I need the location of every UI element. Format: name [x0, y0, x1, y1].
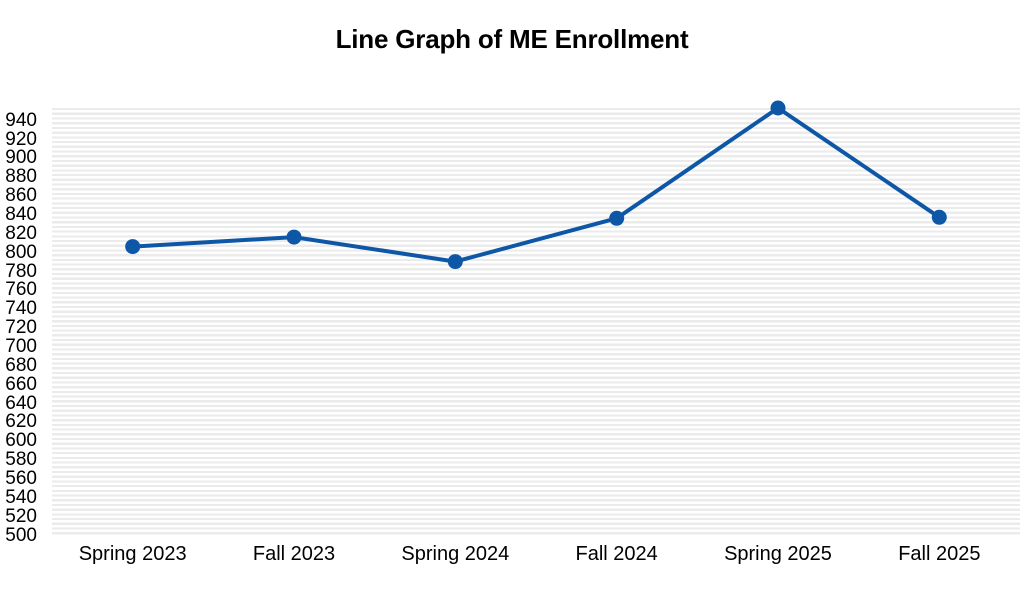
y-tick-label: 800: [5, 241, 37, 263]
y-tick-label: 860: [5, 185, 37, 207]
x-tick-label: Fall 2025: [898, 543, 981, 565]
data-point: [609, 210, 625, 226]
y-tick-label: 580: [5, 449, 37, 471]
y-tick-label: 920: [5, 128, 37, 150]
y-tick-label: 940: [5, 109, 37, 131]
data-point: [125, 239, 141, 255]
plot-area: [52, 100, 1020, 535]
y-tick-label: 760: [5, 279, 37, 301]
data-point: [447, 254, 463, 270]
series-line: [130, 106, 942, 264]
y-tick-label: 820: [5, 222, 37, 244]
x-tick-label: Spring 2023: [78, 543, 187, 565]
x-tick-label: Fall 2024: [575, 543, 658, 565]
y-tick-label: 560: [5, 467, 37, 489]
y-tick-label: 720: [5, 317, 37, 339]
data-point: [770, 100, 786, 116]
data-point: [286, 229, 302, 245]
y-tick-label: 840: [5, 204, 37, 225]
y-tick-label: 540: [5, 486, 37, 508]
y-tick-label: 640: [5, 392, 37, 414]
y-tick-label: 680: [5, 354, 37, 376]
y-tick-label: 660: [5, 373, 37, 395]
x-tick-label: Spring 2024: [401, 543, 510, 565]
y-tick-label: 700: [5, 335, 37, 357]
y-tick-label: 900: [5, 147, 37, 169]
y-tick-label: 740: [5, 298, 37, 320]
y-tick-label: 880: [5, 166, 37, 188]
line-series-canvas: [125, 100, 947, 270]
y-tick-label: 520: [5, 505, 37, 527]
chart-title: Line Graph of ME Enrollment: [335, 24, 689, 54]
data-point: [931, 209, 947, 225]
x-tick-label: Spring 2025: [724, 543, 832, 565]
y-tick-label: 620: [5, 411, 37, 433]
x-tick-label: Fall 2023: [252, 543, 336, 565]
y-tick-label: 600: [5, 430, 37, 452]
y-tick-label: 500: [5, 524, 37, 546]
y-tick-label: 780: [5, 260, 37, 282]
